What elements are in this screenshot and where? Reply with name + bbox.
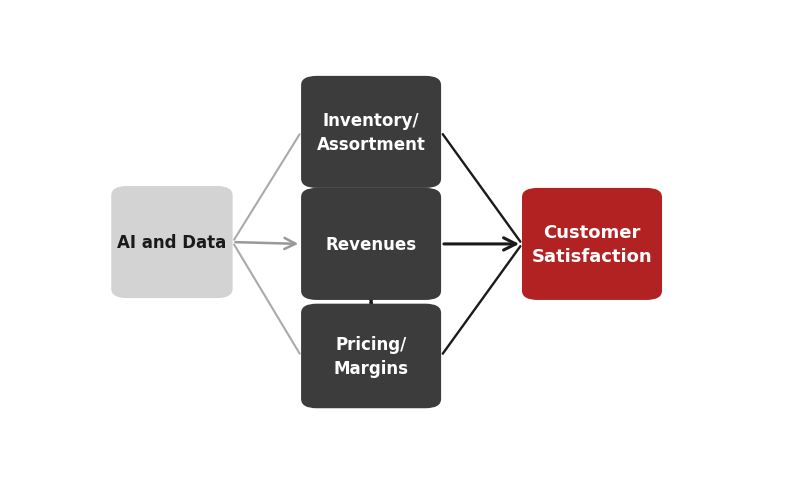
- FancyBboxPatch shape: [301, 189, 440, 300]
- Text: Inventory/
Assortment: Inventory/ Assortment: [316, 112, 425, 153]
- FancyBboxPatch shape: [301, 77, 440, 189]
- Text: Customer
Satisfaction: Customer Satisfaction: [531, 224, 651, 265]
- Text: Revenues: Revenues: [325, 235, 416, 254]
- Text: Pricing/
Margins: Pricing/ Margins: [333, 335, 408, 377]
- FancyBboxPatch shape: [521, 189, 661, 300]
- Text: AI and Data: AI and Data: [117, 234, 226, 252]
- FancyBboxPatch shape: [111, 187, 233, 299]
- FancyBboxPatch shape: [301, 304, 440, 408]
